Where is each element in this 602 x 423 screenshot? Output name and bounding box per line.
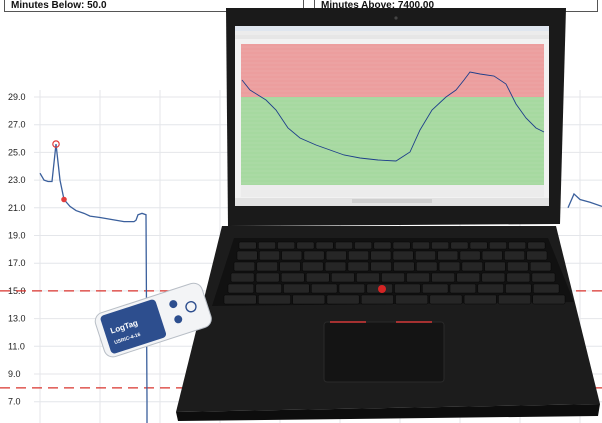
y-tick-label: 29.0	[8, 92, 26, 102]
y-tick-label: 13.0	[8, 314, 26, 324]
y-tick-label: 7.0	[8, 397, 21, 407]
y-tick-label: 19.0	[8, 231, 26, 241]
minutes-below-text: Minutes Below: 50.0	[11, 0, 107, 11]
y-tick-label: 17.0	[8, 258, 26, 268]
y-tick-label: 25.0	[8, 147, 26, 157]
minutes-above-text: Minutes Above: 7400.00	[321, 0, 435, 11]
y-tick-label: 11.0	[8, 341, 25, 351]
data-point-marker	[61, 196, 67, 203]
y-tick-label: 23.0	[8, 175, 26, 185]
max-marker	[52, 140, 60, 148]
y-tick-label: 21.0	[8, 203, 26, 213]
y-tick-label: 27.0	[8, 120, 26, 130]
temperature-series-line-right	[567, 192, 602, 209]
temperature-series-line	[39, 144, 148, 423]
y-tick-label: 9.0	[8, 369, 21, 379]
